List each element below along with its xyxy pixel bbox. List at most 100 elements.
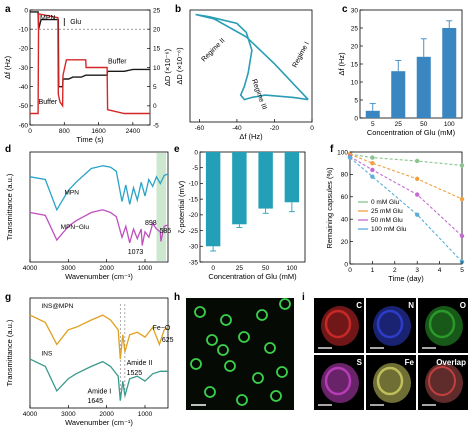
e-ytick-label: -30	[189, 244, 199, 251]
c-ytick-label: 20	[351, 43, 359, 50]
f-legend-label: 100 mM Glu	[371, 226, 407, 233]
a-right-ytick-label: 25	[153, 7, 161, 14]
a-x-axis-label: Time (s)	[76, 135, 104, 144]
c-panel-label: c	[342, 4, 348, 15]
i-map-particle-ring	[428, 309, 456, 339]
f-series-line-1	[349, 153, 463, 200]
i-map-particle	[373, 306, 411, 346]
b-plot-frame	[189, 9, 313, 123]
e-panel-label: e	[174, 144, 180, 155]
i-map-particle	[425, 306, 463, 346]
g-annotation: Amide II	[127, 360, 153, 367]
d-xtick-label: 3000	[61, 265, 76, 272]
g-annotation: Amide I	[88, 388, 112, 395]
e-plot-frame	[199, 151, 306, 263]
i-map-element-label: Overlap	[436, 358, 466, 367]
e-x-axis-label: Concentration of Glu (mM)	[208, 272, 297, 281]
a-ytick-label: -10	[19, 26, 29, 33]
c-xtick-label: 25	[395, 121, 403, 128]
a-right-ytick-label: -5	[153, 122, 159, 129]
h-capsule-ring	[264, 342, 276, 354]
d-annotation: 1073	[128, 249, 144, 256]
b-series-line-0	[195, 13, 309, 101]
a-series-line-1	[30, 12, 150, 115]
g-series-line-1	[29, 358, 168, 401]
g-annotation: 1645	[88, 398, 104, 405]
d-plot-frame	[29, 151, 169, 263]
d-panel-label: d	[5, 144, 11, 155]
a-right-y-axis-label: ΔD (×10⁻⁶)	[163, 48, 172, 86]
f-xtick-label: 4	[438, 267, 442, 274]
i-panel-label: i	[302, 292, 305, 303]
a-annotation: Buffer	[39, 99, 58, 106]
a-right-ytick-label: 15	[153, 46, 161, 53]
e-bar	[232, 152, 247, 225]
a-right-ytick-label: 10	[153, 65, 161, 72]
a-right-ytick-label: 20	[153, 26, 161, 33]
f-y-axis-label: Remaining capsules (%)	[325, 167, 334, 249]
c-bar	[416, 56, 431, 118]
h-capsule-ring	[190, 358, 202, 370]
e-ytick-label: -35	[189, 259, 199, 266]
a-ytick-label: 0	[24, 7, 28, 14]
b-xtick-label: 0	[310, 125, 314, 132]
f-panel-label: f	[330, 144, 334, 155]
a-y-axis-label: Δf (Hz)	[3, 55, 12, 79]
f-series-line-2	[349, 156, 463, 237]
a-annotation: Glu	[70, 19, 81, 26]
h-image-background	[186, 298, 294, 410]
panel-e-zeta-potential: e0 25 50 100-35-30-25-20-15-10-50Concentrat…	[174, 144, 306, 281]
f-point	[370, 155, 375, 160]
d-series-line-1	[29, 209, 169, 246]
i-map-particle-ring	[324, 366, 352, 396]
a-series-line-0	[30, 11, 150, 88]
g-plot-frame	[29, 297, 169, 409]
f-xtick-label: 2	[393, 267, 397, 274]
f-point	[459, 196, 465, 202]
d-x-axis-label: Wavenumber (cm⁻¹)	[65, 272, 133, 281]
b-xtick-label: -60	[195, 125, 205, 132]
b-xtick-label: -40	[232, 125, 242, 132]
i-map-element-label: C	[356, 301, 362, 310]
h-capsule-ring	[217, 344, 229, 356]
c-ytick-label: 0	[354, 115, 358, 122]
c-bar	[391, 71, 406, 118]
f-ytick-label: 100	[337, 149, 348, 156]
e-y-axis-label: ζ-potential (mV)	[177, 180, 186, 233]
f-xtick-label: 5	[460, 267, 464, 274]
f-legend-label: 25 mM Glu	[371, 208, 403, 215]
i-map-particle	[425, 363, 463, 403]
h-capsule-ring	[279, 298, 291, 310]
i-map-element-label: O	[460, 301, 466, 310]
f-xtick-label: 3	[415, 267, 419, 274]
h-capsule-ring	[256, 309, 268, 321]
f-ytick-label: 80	[341, 172, 349, 179]
e-ytick-label: -25	[189, 228, 199, 235]
f-xtick-label: 0	[348, 267, 352, 274]
g-annotation: Fe−O	[153, 325, 171, 332]
panel-b-dissipation-frequency: b -60 -40 -20 0 Δf (Hz) ΔD (×10⁻⁶) Regime I Regi…	[175, 4, 314, 141]
i-map-particle-ring	[428, 366, 456, 396]
i-map-particle-ring	[324, 309, 352, 339]
h-capsule-ring	[204, 386, 216, 398]
g-xtick-label: 4000	[23, 411, 38, 418]
c-ytick-label: 25	[351, 25, 359, 32]
b-annotation: Regime II	[200, 37, 226, 63]
panel-f-remaining-capsules: f 0 mM Glu 25 mM Glu 50 mM Glu 100 mM Glu 0 1 2…	[325, 144, 465, 283]
f-point	[415, 158, 420, 164]
e-ytick-label: -5	[192, 165, 198, 172]
f-legend-label: 0 mM Glu	[371, 199, 400, 206]
a-annotation: MPN	[40, 15, 56, 22]
a-ytick-label: -30	[19, 65, 29, 72]
h-capsule-ring	[270, 390, 282, 402]
g-annotation: 1525	[127, 370, 143, 377]
panel-g-ftir-insulin: g INS@MPN INS Fe−O 625 Amide II 1525 Amide I 164…	[5, 292, 174, 427]
f-series-line-0	[349, 153, 463, 166]
a-xtick-label: 0	[28, 128, 32, 135]
d-annotation: 585	[160, 228, 172, 235]
h-capsule-ring	[206, 334, 218, 346]
i-map-particle	[321, 363, 359, 403]
c-xtick-label: 5	[371, 121, 375, 128]
c-xtick-label: 100	[444, 121, 455, 128]
